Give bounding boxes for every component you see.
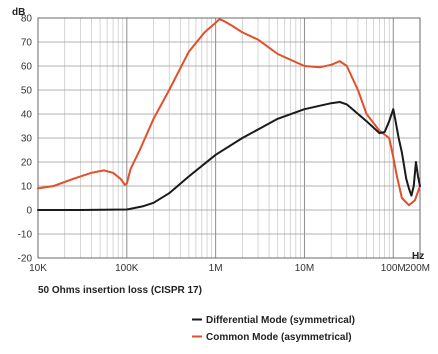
y-tick-labels: -20 -10 0 10 20 30 40 50 60 70 80 [18, 14, 33, 265]
y-tick-label: 0 [26, 206, 32, 217]
x-tick-label: 100M [381, 263, 406, 274]
legend-entry-label: Differential Mode (symmetrical) [206, 315, 355, 326]
chart-caption: 50 Ohms insertion loss (CISPR 17) [38, 285, 202, 296]
legend-entry-label: Common Mode (asymmetrical) [206, 332, 352, 343]
x-tick-label: 10M [295, 263, 314, 274]
x-unit-label: Hz [412, 251, 424, 262]
plot-border [37, 17, 421, 259]
y-tick-label: 50 [21, 86, 33, 97]
y-tick-label: 20 [21, 158, 33, 169]
y-tick-label: 60 [21, 62, 33, 73]
x-tick-label: 100K [115, 263, 139, 274]
x-tick-label: 1M [209, 263, 223, 274]
y-tick-label: 40 [21, 110, 33, 121]
y-tick-label: 80 [21, 14, 33, 25]
series-line-common-mode [37, 18, 421, 207]
y-tick-label: 10 [21, 182, 33, 193]
y-tick-label: -10 [18, 230, 33, 241]
y-unit-label: dB [12, 7, 25, 18]
plot-frame [37, 17, 421, 259]
legend: Differential Mode (symmetrical) Common Mo… [192, 315, 355, 343]
series-line-differential-mode [37, 101, 421, 211]
y-tick-label: -20 [18, 254, 33, 265]
y-tick-label: 30 [21, 134, 33, 145]
x-tick-label: 200M [405, 263, 430, 274]
series-lines [37, 18, 421, 211]
x-tick-label: 10K [29, 263, 47, 274]
y-tick-label: 70 [21, 38, 33, 49]
x-tick-labels: 10K 100K 1M 10M 100M 200M [29, 263, 430, 274]
